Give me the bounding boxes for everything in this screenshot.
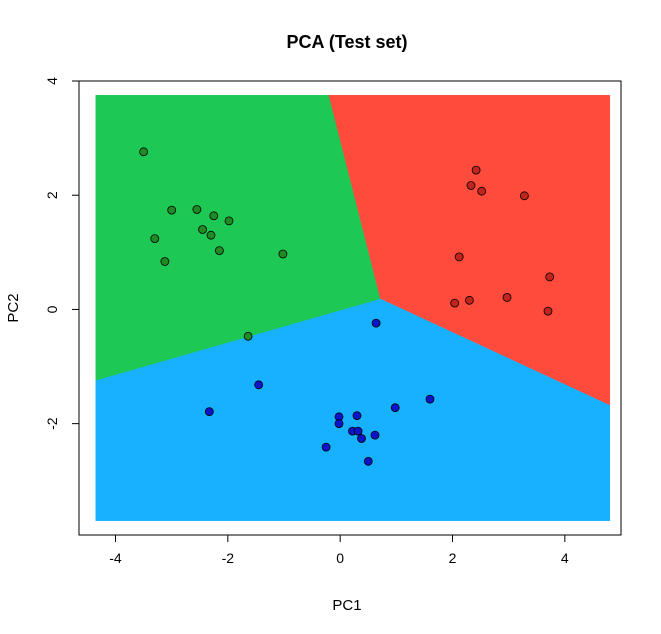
point-blue-5 xyxy=(390,403,400,413)
point-green-12 xyxy=(243,331,253,341)
point-red-10 xyxy=(543,306,553,316)
point-green-8 xyxy=(206,230,216,240)
point-red-7 xyxy=(502,292,512,302)
y-tick-label-2: 2 xyxy=(44,191,60,199)
region-blue xyxy=(95,298,611,521)
point-red-8 xyxy=(464,295,474,305)
point-green-10 xyxy=(160,257,170,266)
x-axis: -4 -2 0 2 4 xyxy=(109,534,569,566)
point-green-1 xyxy=(139,147,149,157)
point-blue-4 xyxy=(425,394,435,404)
point-blue-10 xyxy=(353,426,363,436)
point-green-2 xyxy=(167,205,177,215)
data-points xyxy=(139,147,555,466)
point-blue-3 xyxy=(204,407,214,417)
point-blue-8 xyxy=(334,419,344,429)
point-green-6 xyxy=(150,234,160,244)
point-green-3 xyxy=(192,205,202,214)
point-blue-14 xyxy=(363,456,373,466)
point-red-5 xyxy=(454,252,464,262)
point-blue-1 xyxy=(371,318,381,328)
y-tick-label-0: 0 xyxy=(44,305,60,313)
point-blue-2 xyxy=(254,380,264,390)
x-tick-label--2: -2 xyxy=(222,550,235,566)
chart-title: PCA (Test set) xyxy=(286,32,407,52)
point-green-9 xyxy=(214,246,224,256)
point-red-2 xyxy=(466,181,476,190)
point-green-7 xyxy=(198,225,208,234)
x-tick-label-2: 2 xyxy=(449,550,457,566)
point-green-4 xyxy=(209,211,219,221)
point-red-1 xyxy=(471,165,481,175)
point-green-5 xyxy=(224,216,234,226)
x-tick-label--4: -4 xyxy=(109,550,122,566)
point-red-9 xyxy=(450,298,460,308)
point-red-3 xyxy=(477,186,487,196)
x-tick-label-4: 4 xyxy=(561,550,569,566)
point-blue-11 xyxy=(357,434,366,443)
point-blue-13 xyxy=(321,442,331,452)
x-axis-label: PC1 xyxy=(332,597,361,614)
y-axis-label: PC2 xyxy=(5,293,22,322)
y-tick-label--2: -2 xyxy=(44,417,60,430)
point-blue-12 xyxy=(370,430,380,440)
point-green-11 xyxy=(278,249,288,259)
point-blue-7 xyxy=(352,411,362,421)
point-red-6 xyxy=(545,272,555,282)
decision-regions xyxy=(95,95,611,521)
y-tick-label-4: 4 xyxy=(44,77,60,85)
point-red-4 xyxy=(520,191,529,201)
x-tick-label-0: 0 xyxy=(336,550,344,566)
y-axis: -2 0 2 4 xyxy=(44,77,80,430)
